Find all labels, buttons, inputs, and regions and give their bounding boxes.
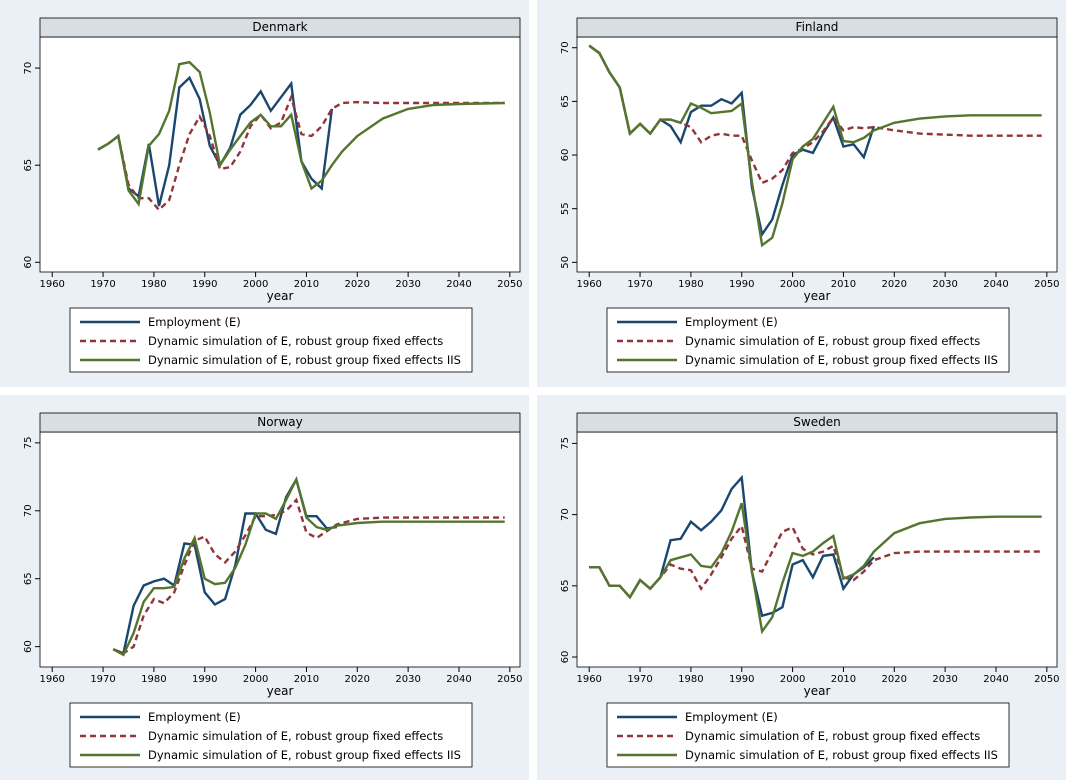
panel: Denmark 1960 1970 1980 1990 2000 2010 2020 2030 2…	[0, 0, 529, 387]
y-tick-label: 75	[23, 436, 34, 449]
series-line	[112, 497, 505, 655]
title-strip	[39, 17, 521, 38]
legend-label: Dynamic simulation of E, robust group fi…	[148, 729, 443, 743]
x-axis-label: year	[804, 684, 831, 698]
x-tick-label: 2050	[1034, 674, 1059, 685]
x-tick-label: 1970	[90, 674, 115, 685]
x-tick-label: 1990	[729, 279, 754, 290]
x-axis-label: year	[804, 289, 831, 303]
series-line	[97, 60, 505, 207]
x-tick-label: 2050	[497, 279, 522, 290]
x-tick-label: 2040	[983, 279, 1008, 290]
plot-area	[576, 36, 1058, 273]
x-tick-label: 2010	[294, 674, 319, 685]
y-tick-label: 75	[560, 437, 571, 450]
x-tick-label: 2000	[780, 279, 805, 290]
x-tick-label: 1960	[39, 279, 64, 290]
legend-label: Dynamic simulation of E, robust group fi…	[685, 353, 998, 367]
y-tick-label: 65	[560, 95, 571, 108]
x-tick-label: 1980	[141, 279, 166, 290]
x-tick-label: 2020	[882, 674, 907, 685]
panel: Finland 1960 1970 1980 1990 2000 2010 2020 2030 2…	[537, 0, 1066, 387]
legend-label: Dynamic simulation of E, robust group fi…	[148, 353, 461, 367]
x-tick-label: 1980	[678, 279, 703, 290]
x-axis-label: year	[267, 289, 294, 303]
x-tick-label: 2000	[243, 279, 268, 290]
panel-title: Norway	[257, 415, 303, 429]
legend-label: Employment (E)	[148, 710, 241, 724]
legend-label: Employment (E)	[148, 315, 241, 329]
x-tick-label: 2020	[882, 279, 907, 290]
x-tick-label: 1990	[192, 674, 217, 685]
x-tick-label: 1960	[576, 279, 601, 290]
x-tick-label: 2040	[446, 279, 471, 290]
plot-area	[39, 431, 521, 668]
x-tick-label: 1980	[678, 674, 703, 685]
legend-label: Employment (E)	[685, 710, 778, 724]
y-tick-label: 50	[560, 256, 571, 269]
series-line	[589, 502, 1042, 635]
x-tick-label: 2010	[831, 279, 856, 290]
panel-title: Denmark	[252, 20, 307, 34]
legend-label: Dynamic simulation of E, robust group fi…	[148, 334, 443, 348]
x-tick-label: 2000	[243, 674, 268, 685]
legend-label: Dynamic simulation of E, robust group fi…	[685, 334, 980, 348]
y-tick-label: 70	[23, 62, 34, 75]
y-tick-label: 70	[560, 508, 571, 521]
x-tick-label: 2040	[983, 674, 1008, 685]
x-tick-label: 2010	[294, 279, 319, 290]
x-axis-label: year	[267, 684, 294, 698]
panel: Sweden 1960 1970 1980 1990 2000 2010 2020 2030 20…	[537, 395, 1066, 782]
legend-label: Dynamic simulation of E, robust group fi…	[148, 748, 461, 762]
x-tick-label: 2030	[932, 279, 957, 290]
x-tick-label: 1980	[141, 674, 166, 685]
legend-box	[606, 702, 1010, 768]
x-tick-label: 1960	[39, 674, 64, 685]
x-tick-label: 2030	[395, 279, 420, 290]
legend-label: Dynamic simulation of E, robust group fi…	[685, 729, 980, 743]
legend-label: Dynamic simulation of E, robust group fi…	[685, 748, 998, 762]
series-line	[588, 44, 1042, 248]
y-tick-label: 70	[23, 504, 34, 517]
legend-box	[69, 702, 473, 768]
series-line	[112, 476, 505, 657]
y-tick-label: 60	[560, 149, 571, 162]
legend-label: Employment (E)	[685, 315, 778, 329]
y-tick-label: 60	[560, 651, 571, 664]
y-tick-label: 65	[23, 159, 34, 172]
y-tick-label: 70	[560, 41, 571, 54]
x-tick-label: 1960	[576, 674, 601, 685]
panel: Norway 1960 1970 1980 1990 2000 2010 2020 2030 20…	[0, 395, 529, 782]
x-tick-label: 2030	[395, 674, 420, 685]
y-tick-label: 55	[560, 202, 571, 215]
title-strip	[576, 17, 1058, 38]
x-tick-label: 2010	[831, 674, 856, 685]
panel-title: Finland	[796, 20, 839, 34]
x-tick-label: 2050	[1034, 279, 1059, 290]
legend-box	[69, 307, 473, 373]
x-tick-label: 1970	[90, 279, 115, 290]
x-tick-label: 1990	[729, 674, 754, 685]
x-tick-label: 2050	[497, 674, 522, 685]
y-tick-label: 65	[560, 579, 571, 592]
title-strip	[39, 412, 521, 433]
x-tick-label: 2030	[932, 674, 957, 685]
x-tick-label: 1970	[627, 674, 652, 685]
legend-box	[606, 307, 1010, 373]
x-tick-label: 2000	[780, 674, 805, 685]
series-line	[97, 93, 505, 212]
y-tick-label: 60	[23, 640, 34, 653]
y-tick-label: 65	[23, 572, 34, 585]
y-tick-label: 60	[23, 256, 34, 269]
x-tick-label: 2020	[345, 279, 370, 290]
panel-title: Sweden	[793, 415, 840, 429]
plot-area	[39, 36, 521, 273]
x-tick-label: 1970	[627, 279, 652, 290]
title-strip	[576, 412, 1058, 433]
x-tick-label: 2020	[345, 674, 370, 685]
x-tick-label: 1990	[192, 279, 217, 290]
x-tick-label: 2040	[446, 674, 471, 685]
